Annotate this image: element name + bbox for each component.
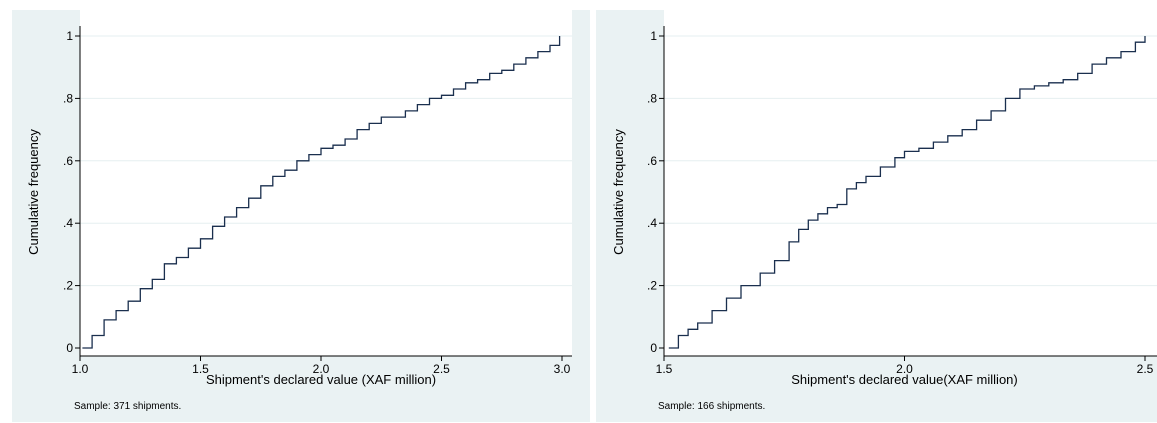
- sample-note: Sample: 371 shipments.: [74, 401, 182, 412]
- y-tick-label: .6: [647, 154, 657, 168]
- x-tick-label: 2.0: [313, 362, 330, 376]
- y-tick-label: 0: [66, 341, 73, 355]
- x-axis-title: Shipment's declared value (XAF million): [206, 372, 436, 387]
- y-tick-label: .4: [647, 216, 657, 230]
- chart-left: 0 .2 .4 .6 .8 1 1.0 1.5 2.0 2.5 3.0 Shipment's decl…: [26, 10, 572, 387]
- y-tick-label: .8: [63, 91, 73, 105]
- y-tick-label: .2: [647, 279, 657, 293]
- cdf-line: [82, 36, 561, 349]
- plot-area: [664, 10, 1157, 356]
- sample-note: Sample: 166 shipments.: [658, 401, 766, 412]
- x-tick-label: 1.0: [72, 362, 89, 376]
- x-tick-label: 3.0: [554, 362, 571, 376]
- x-tick-label: 1.5: [192, 362, 209, 376]
- x-tick-label: 2.5: [1137, 362, 1154, 376]
- x-tick-label: 1.5: [656, 362, 673, 376]
- plot-area: [80, 10, 572, 356]
- y-tick-label: .4: [63, 216, 73, 230]
- y-tick-label: .2: [63, 279, 73, 293]
- y-axis-title: Cumulative frequency: [611, 129, 626, 255]
- chart-right: 0 .2 .4 .6 .8 1 1.5 2.0 2.5 Shipment's declared v…: [611, 10, 1157, 387]
- y-tick-label: 1: [650, 29, 657, 43]
- cdf-line: [668, 36, 1146, 349]
- chart-panel-left: 0 .2 .4 .6 .8 1 1.0 1.5 2.0 2.5 3.0 Shipment's decl…: [12, 10, 590, 422]
- y-axis-title: Cumulative frequency: [26, 129, 41, 255]
- x-tick-label: 2.0: [896, 362, 913, 376]
- y-tick-label: .8: [647, 91, 657, 105]
- y-tick-label: 1: [66, 29, 73, 43]
- chart-panel-right: 0 .2 .4 .6 .8 1 1.5 2.0 2.5 Shipment's declared v…: [596, 10, 1157, 422]
- x-axis-title: Shipment's declared value(XAF million): [791, 372, 1017, 387]
- y-tick-label: .6: [63, 154, 73, 168]
- y-tick-label: 0: [650, 341, 657, 355]
- x-tick-label: 2.5: [433, 362, 450, 376]
